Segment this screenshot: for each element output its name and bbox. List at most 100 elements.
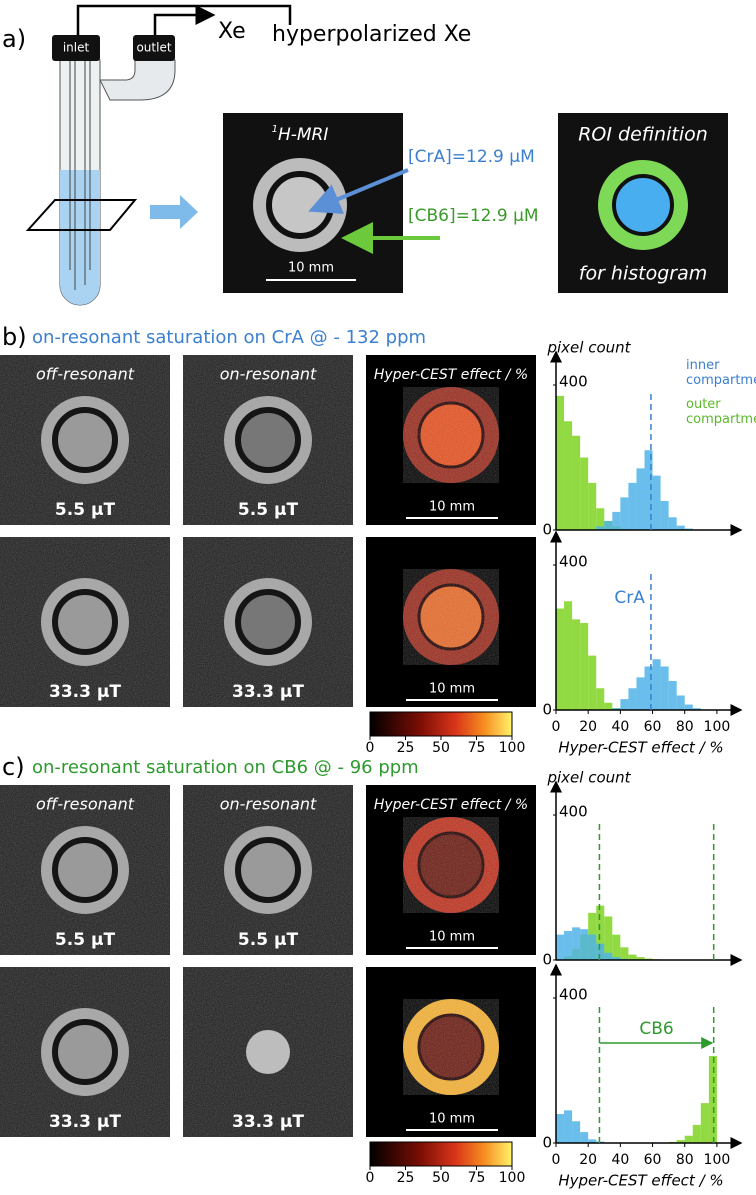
histogram-bar: [572, 435, 581, 530]
histogram-bar: [596, 508, 605, 530]
histogram-bar: [612, 708, 621, 710]
histogram-bar: [620, 699, 629, 710]
histogram-bar: [652, 659, 661, 710]
cb6-label: [CB6]=12.9 µM: [408, 206, 539, 226]
histogram-bar: [636, 957, 645, 960]
title: H-MRI: [278, 125, 328, 145]
side-arm: [99, 59, 176, 101]
histogram-bar: [628, 482, 637, 530]
colorbar-tick-label: 0: [366, 740, 375, 756]
outlet-cap: [133, 35, 175, 61]
x-tick-label: 40: [611, 1152, 629, 1168]
colorbar-tick-label: 100: [499, 1170, 526, 1186]
histogram-bar: [556, 1114, 565, 1143]
field-label: 5.5 µT: [55, 930, 116, 950]
histogram-bar: [676, 525, 685, 530]
column-label: on-resonant: [220, 795, 317, 814]
field-label: 5.5 µT: [238, 500, 299, 520]
arrow: [150, 195, 198, 229]
panel-a: a) inlet outlet Xe hyperpolarized Xe 1H-…: [2, 4, 728, 306]
histogram-bar: [564, 931, 573, 960]
histogram-bar: [660, 666, 669, 710]
histogram-bar: [612, 511, 621, 530]
inner-compartment: [52, 837, 118, 903]
histogram-bar: [620, 497, 629, 530]
histogram-bar: [572, 619, 581, 710]
x-tick-label: 20: [579, 719, 597, 735]
x-tick-label: 80: [676, 719, 694, 735]
inlet-cap: [52, 35, 100, 61]
xe-label: Xe: [218, 19, 246, 44]
histogram-bar: [620, 947, 629, 960]
scale-label: 10 mm: [429, 500, 475, 515]
field-label: 5.5 µT: [55, 500, 116, 520]
histogram-bar: [580, 1132, 589, 1143]
histogram-bar: [676, 695, 685, 710]
colorbar-tick-label: 0: [366, 1170, 375, 1186]
map-texture: [403, 569, 499, 665]
histogram-bar: [628, 954, 637, 960]
field-label: 33.3 µT: [49, 682, 121, 702]
histogram-bar: [692, 1124, 701, 1143]
histogram-bar: [580, 457, 589, 530]
histogram-bar: [596, 526, 605, 530]
colorbar-tick-label: 75: [468, 740, 486, 756]
histogram-bar: [668, 517, 677, 530]
histogram-bar: [684, 1135, 693, 1143]
column-label: off-resonant: [36, 795, 135, 814]
colorbar-tick-label: 50: [432, 1170, 450, 1186]
field-label: 33.3 µT: [49, 1112, 121, 1132]
colorbar-tick-label: 25: [397, 1170, 415, 1186]
histogram-bar: [580, 929, 589, 960]
mri-title: 1H-MRI: [272, 124, 329, 145]
histogram-bar: [588, 934, 597, 960]
field-label: 5.5 µT: [238, 930, 299, 950]
column-label: Hyper-CEST effect / %: [374, 797, 528, 813]
inner-compartment: [235, 589, 301, 655]
colorbar: [369, 1141, 513, 1167]
inner-compartment: [52, 407, 118, 473]
histogram-bar: [708, 1056, 717, 1143]
column-label: Hyper-CEST effect / %: [374, 367, 528, 383]
histogram-bar: [628, 688, 637, 710]
x-tick-label: 0: [552, 719, 561, 735]
histogram-bar: [644, 450, 653, 530]
panel-label: a): [2, 25, 26, 53]
y-axis-label: pixel count: [546, 339, 631, 357]
histogram-bar: [588, 482, 597, 530]
histogram-bar: [652, 475, 661, 530]
histogram-bar: [564, 601, 573, 710]
roi-inner: [612, 174, 674, 236]
panel-heading: on-resonant saturation on CrA @ - 132 pp…: [32, 327, 426, 348]
colorbar: [369, 711, 513, 737]
x-tick-label: 80: [676, 1152, 694, 1168]
x-tick-label: 60: [644, 1152, 662, 1168]
histogram-bar: [564, 421, 573, 530]
colorbar-tick-label: 25: [397, 740, 415, 756]
y-tick-label: 400: [559, 803, 588, 821]
x-tick-label: 40: [611, 719, 629, 735]
signal: [246, 1030, 290, 1074]
histogram-bar: [572, 927, 581, 960]
field-label: 33.3 µT: [232, 1112, 304, 1132]
histogram-bar: [692, 708, 701, 710]
column-label: on-resonant: [220, 365, 317, 384]
annotation: CrA: [614, 588, 645, 608]
superscript: 1: [272, 124, 278, 135]
annotation: CB6: [639, 1019, 673, 1039]
panel-label: b): [2, 323, 27, 351]
histogram-bar: [596, 943, 605, 960]
panel-label: c): [2, 753, 25, 781]
y-tick-label: 400: [559, 373, 588, 391]
colorbar-tick-label: 75: [468, 1170, 486, 1186]
roi-subtitle: for histogram: [579, 263, 707, 285]
x-tick-label: 0: [552, 1152, 561, 1168]
map-texture: [403, 387, 499, 483]
histogram-bar: [612, 957, 621, 960]
histogram-bar: [588, 655, 597, 710]
x-axis-label: Hyper-CEST effect / %: [558, 1172, 723, 1190]
histogram-bar: [604, 916, 613, 960]
inner-compartment: [235, 407, 301, 473]
histogram-bar: [564, 1110, 573, 1143]
